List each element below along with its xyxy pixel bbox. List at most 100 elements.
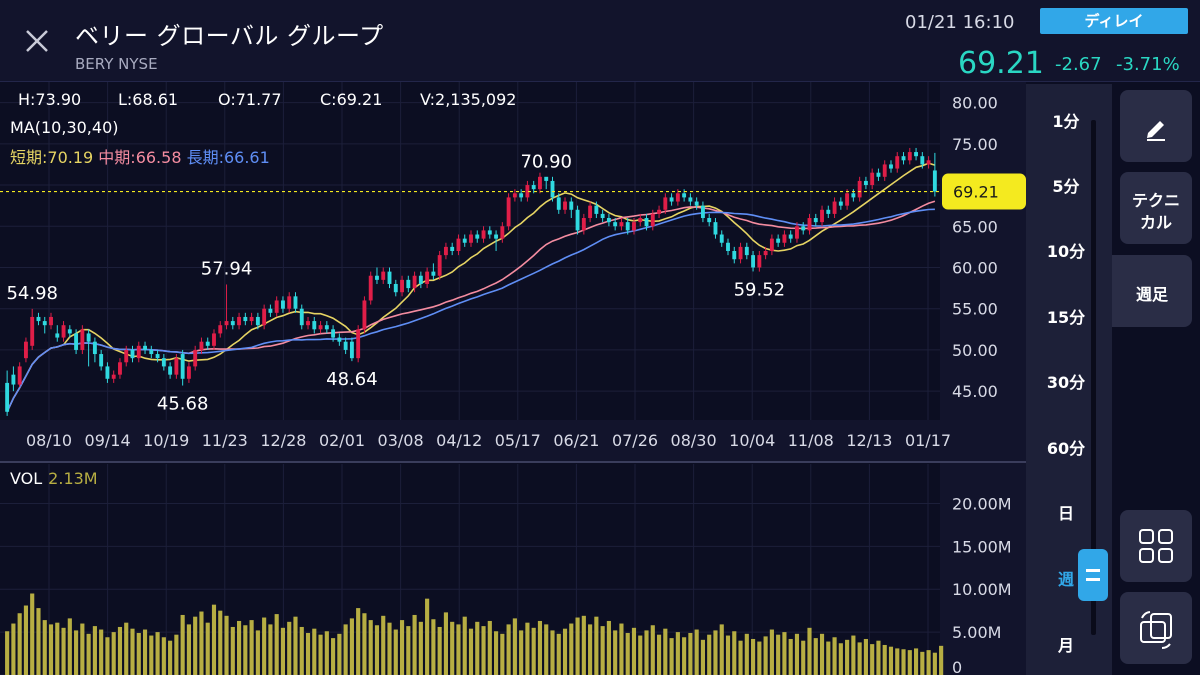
candle-body: [74, 333, 79, 350]
candle-body: [863, 180, 868, 186]
candle-body: [487, 230, 492, 235]
volume-bar: [305, 632, 311, 675]
volume-value: 2.13M: [48, 469, 98, 488]
candle-body: [406, 279, 411, 289]
candle-body: [218, 325, 223, 334]
volume-bar: [882, 644, 887, 675]
volume-bar: [262, 617, 267, 675]
period-60min[interactable]: 60分: [1046, 439, 1086, 458]
x-tick-label: 10/19: [143, 431, 189, 450]
candle-body: [650, 213, 655, 227]
pencil-icon: [1147, 121, 1165, 141]
volume-bar: [675, 632, 680, 675]
period-slider-track[interactable]: [1091, 120, 1096, 635]
ma-short-value: 短期:70.19: [10, 148, 94, 167]
current-price-tag-label: 69.21: [953, 183, 999, 202]
period-slider-handle[interactable]: [1078, 549, 1108, 601]
volume-bar: [719, 624, 724, 675]
volume-bar: [117, 626, 123, 675]
candle-body: [550, 180, 555, 198]
volume-bar: [751, 638, 756, 675]
candle-body: [807, 218, 812, 231]
candle-body: [632, 222, 636, 231]
volume-bar: [80, 623, 85, 675]
volume-bar: [450, 621, 455, 675]
technical-button[interactable]: テクニカル: [1120, 172, 1192, 244]
volume-bar: [500, 633, 505, 675]
volume-bar: [255, 630, 260, 675]
candle-body: [682, 193, 687, 198]
volume-bar: [512, 618, 517, 675]
volume-bar: [155, 632, 160, 675]
volume-bar: [788, 638, 793, 675]
volume-bar: [318, 634, 323, 675]
candle-body: [349, 341, 354, 359]
period-week[interactable]: 週: [1057, 570, 1074, 589]
volume-bar: [368, 620, 373, 675]
candle-body: [525, 185, 530, 198]
candle-body: [61, 325, 66, 338]
volume-bar: [161, 637, 166, 675]
candle-body: [694, 201, 699, 206]
layout-button[interactable]: [1120, 510, 1192, 582]
delay-badge: ディレイ: [1040, 8, 1188, 34]
candle-body: [412, 275, 417, 289]
candle-body: [575, 209, 580, 231]
volume-bar: [280, 627, 286, 675]
candle-body: [795, 226, 799, 239]
candle-body: [726, 242, 730, 251]
price-chart[interactable]: 80.0075.0070.0065.0060.0055.0050.0045.00…: [0, 82, 1026, 675]
volume-bar: [468, 628, 474, 675]
draw-button[interactable]: [1120, 90, 1192, 162]
close-icon[interactable]: [22, 26, 52, 56]
candle-body: [161, 358, 166, 367]
volume-bar: [431, 619, 436, 675]
volume-bar: [594, 616, 599, 675]
volume-bar: [481, 626, 486, 675]
candle-body: [230, 321, 235, 326]
candle-body: [337, 337, 342, 342]
volume-bar: [356, 608, 361, 675]
candle-body: [469, 234, 473, 243]
period-1min[interactable]: 1分: [1052, 112, 1080, 131]
rotate-button[interactable]: [1120, 592, 1192, 664]
volume-bar: [838, 643, 843, 675]
period-30min[interactable]: 30分: [1046, 373, 1086, 392]
candle-body: [237, 316, 242, 326]
volume-bar: [663, 628, 668, 675]
candle-body: [324, 325, 329, 330]
candle-body: [86, 333, 91, 342]
period-5min[interactable]: 5分: [1052, 177, 1080, 196]
volume-bar: [174, 634, 179, 675]
x-tick-label: 09/14: [85, 431, 131, 450]
volume-bar: [870, 644, 875, 675]
period-10min[interactable]: 10分: [1046, 242, 1086, 261]
candle-body: [99, 354, 104, 367]
technical-label: テクニカル: [1131, 191, 1180, 232]
volume-bar: [205, 622, 210, 675]
volume-bar: [794, 633, 800, 675]
candle-body: [719, 234, 724, 243]
candle-body: [644, 218, 649, 227]
volume-bar: [293, 616, 298, 675]
weekly-chart-tab[interactable]: 週足: [1112, 255, 1192, 327]
volume-bar: [249, 620, 254, 675]
period-15min[interactable]: 15分: [1046, 308, 1086, 327]
period-day[interactable]: 日: [1057, 504, 1074, 523]
candle-body: [431, 271, 436, 276]
volume-bar: [236, 620, 242, 675]
y-tick-label: 80.00: [952, 94, 998, 113]
volume-bar: [656, 634, 662, 675]
candle-body: [224, 321, 229, 326]
x-tick-label: 12/13: [846, 431, 892, 450]
candle-body: [569, 201, 574, 210]
candle-body: [42, 321, 47, 326]
volume-bar: [688, 632, 693, 675]
candle-body: [331, 329, 336, 338]
ma-mid-value: 中期:66.58: [98, 148, 182, 167]
volume-bar: [5, 631, 10, 675]
volume-bar: [387, 622, 392, 675]
period-month[interactable]: 月: [1057, 636, 1074, 655]
volume-bar: [381, 615, 386, 675]
volume-bar: [331, 638, 336, 675]
